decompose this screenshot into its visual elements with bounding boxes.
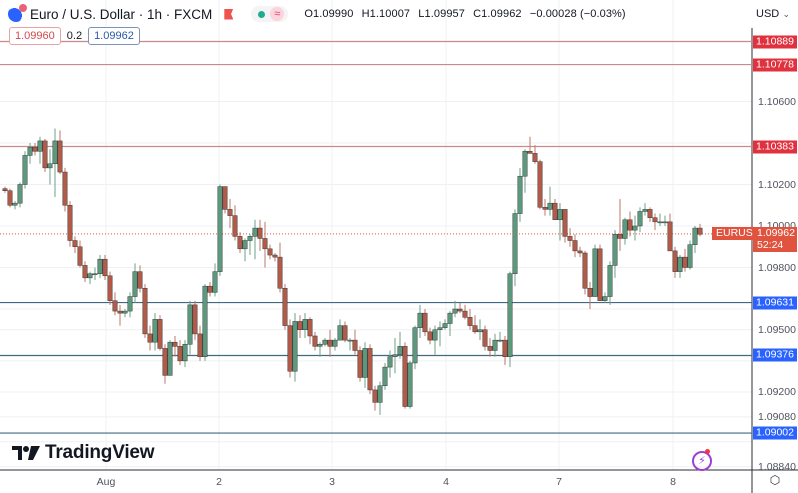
price-axis-label: 1.09200: [758, 386, 796, 398]
price-axis-label: 1.09800: [758, 261, 796, 274]
price-axis-label: 1.09080: [758, 410, 796, 423]
bid-ask-row: 1.09960 0.2 1.09962: [9, 27, 140, 45]
change-value: −0.00028 (−0.03%): [529, 8, 626, 20]
live-status-dot-icon: [258, 10, 266, 18]
settings-icon[interactable]: ⬡: [769, 473, 781, 487]
price-axis-label: 1.08840: [758, 460, 796, 473]
price-axis-label: 1.09500: [758, 323, 796, 336]
last-price-value: 1.09962: [757, 227, 795, 239]
time-axis-label: 4: [443, 476, 449, 488]
notification-dot-icon: [705, 449, 710, 454]
time-axis-label: 3: [329, 476, 335, 488]
time-axis-label: Aug: [96, 476, 116, 488]
resistance-level-tag: 1.10778: [753, 58, 797, 72]
high-value: H1.10007: [361, 8, 411, 20]
spread-value: 0.2: [66, 30, 83, 42]
buy-price-button[interactable]: 1.09962: [88, 27, 140, 45]
ohlc-values: O1.09990 H1.10007 L1.09957 C1.09962 −0.0…: [304, 8, 630, 20]
chevron-down-icon: ⌄: [782, 8, 790, 19]
tradingview-logo-icon: [12, 446, 40, 460]
sell-price-button[interactable]: 1.09960: [9, 27, 61, 45]
time-axis-label: 7: [556, 476, 562, 488]
resistance-level-tag: 1.10889: [753, 35, 797, 49]
tradingview-logo[interactable]: TradingView: [12, 442, 155, 464]
chart-header: Euro / U.S. Dollar · 1h · FXCM ≈ O1.0999…: [0, 0, 752, 28]
low-value: L1.09957: [418, 8, 465, 20]
time-axis-label: 8: [670, 476, 676, 488]
currency-label: USD: [756, 8, 780, 20]
lightning-icon[interactable]: ⚡: [692, 451, 712, 471]
last-price-tag: 1.09962 52:24: [753, 227, 797, 252]
price-axis-label: 1.10600: [758, 95, 796, 108]
open-value: O1.09990: [304, 8, 354, 20]
eurusd-flag-icon: [8, 4, 27, 22]
time-axis-label: 2: [216, 476, 222, 488]
close-value: C1.09962: [473, 8, 522, 20]
support-level-tag: 1.09631: [753, 296, 797, 310]
support-level-tag: 1.09376: [753, 348, 797, 362]
symbol-title[interactable]: Euro / U.S. Dollar · 1h · FXCM: [30, 6, 213, 22]
currency-select[interactable]: USD ⌄: [752, 3, 794, 25]
symbol-price-tag: EURUSD: [712, 227, 765, 240]
indicator-pill[interactable]: ≈: [251, 6, 289, 22]
support-level-tag: 1.09002: [753, 426, 797, 440]
logo-text: TradingView: [45, 442, 155, 463]
resistance-level-tag: 1.10383: [753, 140, 797, 154]
bar-countdown: 52:24: [757, 239, 784, 251]
market-status-flag-icon[interactable]: [224, 8, 234, 20]
price-axis-label: 1.10200: [758, 178, 796, 191]
wave-icon: ≈: [270, 7, 285, 21]
